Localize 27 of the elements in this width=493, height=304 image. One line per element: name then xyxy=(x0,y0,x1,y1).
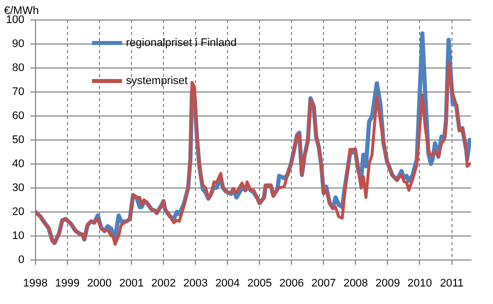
x-tick-label: 1998 xyxy=(23,277,48,290)
y-tick-label: 60 xyxy=(12,110,24,122)
x-tick-label: 2009 xyxy=(375,277,400,290)
x-tick-label: 1999 xyxy=(55,277,80,290)
y-tick-label: 70 xyxy=(12,86,24,98)
x-tick-label: 2000 xyxy=(87,277,112,290)
y-tick-label: 30 xyxy=(12,182,24,194)
x-tick-label: 2011 xyxy=(440,277,464,290)
x-tick-label: 2004 xyxy=(215,277,240,290)
y-tick-label: 100 xyxy=(6,14,24,26)
x-tick-label: 2003 xyxy=(183,277,208,290)
y-tick-label: 80 xyxy=(12,62,24,74)
y-tick-label: 0 xyxy=(18,254,24,266)
x-tick-label: 2001 xyxy=(119,277,144,290)
legend-label: systempriset xyxy=(126,75,188,87)
y-tick-label: 10 xyxy=(12,230,24,242)
y-tick-label: 20 xyxy=(12,206,24,218)
x-tick-label: 2005 xyxy=(247,277,272,290)
legend-label: regionalpriset i Finland xyxy=(126,37,237,49)
x-tick-label: 2010 xyxy=(408,277,432,290)
y-tick-label: 90 xyxy=(12,38,24,50)
y-tick-label: 50 xyxy=(12,134,24,146)
x-tick-label: 2007 xyxy=(311,277,336,290)
y-tick-label: 40 xyxy=(12,158,24,170)
x-tick-label: 2006 xyxy=(279,277,304,290)
x-tick-label: 2008 xyxy=(343,277,368,290)
x-tick-label: 2002 xyxy=(151,277,176,290)
